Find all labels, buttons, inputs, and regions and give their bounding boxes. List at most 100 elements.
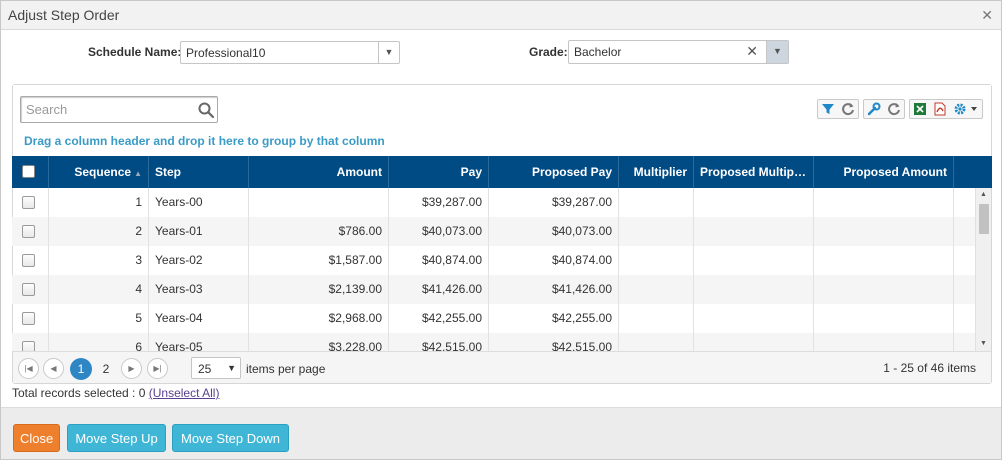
- search-icon[interactable]: [197, 101, 215, 119]
- row-filler: [954, 333, 975, 351]
- refresh-icon[interactable]: [884, 100, 904, 118]
- vertical-scrollbar[interactable]: ▲ ▼: [975, 188, 991, 351]
- refresh-icon[interactable]: [838, 100, 858, 118]
- row-checkbox[interactable]: [22, 283, 35, 296]
- schedule-name-value: Professional10: [186, 46, 266, 60]
- pdf-icon[interactable]: [930, 100, 950, 118]
- table-row[interactable]: 4 Years-03 $2,139.00 $41,426.00 $41,426.00: [12, 275, 975, 304]
- schedule-name-label: Schedule Name:: [88, 45, 182, 59]
- column-header-proposed-multiplier[interactable]: Proposed Multipl...: [694, 156, 814, 188]
- cell-proposed-pay: $39,287.00: [489, 188, 619, 217]
- cell-proposed-pay: $41,426.00: [489, 275, 619, 304]
- clear-icon[interactable]: ✕: [746, 43, 758, 59]
- row-filler: [954, 304, 975, 333]
- cell-pay: $41,426.00: [389, 275, 489, 304]
- steps-grid: Drag a column header and drop it here to…: [12, 84, 992, 384]
- scroll-up-icon[interactable]: ▲: [980, 191, 987, 198]
- chevron-down-icon[interactable]: ▼: [378, 42, 399, 63]
- page-button-2[interactable]: 2: [102, 362, 110, 376]
- first-page-icon[interactable]: |◀: [18, 358, 39, 379]
- cell-sequence: 5: [49, 304, 149, 333]
- cell-proposed-multiplier: [694, 188, 814, 217]
- move-step-up-button[interactable]: Move Step Up: [67, 424, 166, 452]
- cell-proposed-amount: [814, 246, 954, 275]
- row-checkbox[interactable]: [22, 196, 35, 209]
- cell-step: Years-03: [149, 275, 249, 304]
- last-page-icon[interactable]: ▶|: [147, 358, 168, 379]
- pager-info: 1 - 25 of 46 items: [883, 361, 976, 375]
- cell-amount: [249, 188, 389, 217]
- column-header-multiplier[interactable]: Multiplier: [619, 156, 694, 188]
- column-header-sequence[interactable]: Sequence ▲: [49, 156, 149, 188]
- grade-dropdown[interactable]: Bachelor ✕ ▼: [568, 40, 789, 64]
- cell-proposed-multiplier: [694, 275, 814, 304]
- scroll-thumb[interactable]: [979, 204, 989, 234]
- selection-info: Total records selected : 0 (Unselect All…: [12, 386, 219, 400]
- cell-proposed-multiplier: [694, 246, 814, 275]
- row-checkbox[interactable]: [22, 341, 35, 351]
- row-select-cell: [12, 275, 49, 304]
- search-box: [20, 96, 218, 123]
- grade-label: Grade:: [529, 45, 568, 59]
- select-all-header: [12, 156, 49, 188]
- row-select-cell: [12, 304, 49, 333]
- next-page-icon[interactable]: ▶: [121, 358, 142, 379]
- row-checkbox[interactable]: [22, 225, 35, 238]
- cell-multiplier: [619, 246, 694, 275]
- close-button[interactable]: Close: [13, 424, 60, 452]
- cell-sequence: 2: [49, 217, 149, 246]
- row-filler: [954, 217, 975, 246]
- row-select-cell: [12, 217, 49, 246]
- column-header-proposed-amount[interactable]: Proposed Amount: [814, 156, 954, 188]
- scroll-down-icon[interactable]: ▼: [980, 340, 987, 347]
- row-checkbox[interactable]: [22, 254, 35, 267]
- row-select-cell: [12, 188, 49, 217]
- settings-icon[interactable]: [950, 100, 982, 118]
- column-header-amount[interactable]: Amount: [249, 156, 389, 188]
- table-row[interactable]: 2 Years-01 $786.00 $40,073.00 $40,073.00: [12, 217, 975, 246]
- header-filler: [954, 156, 992, 188]
- table-row[interactable]: 5 Years-04 $2,968.00 $42,255.00 $42,255.00: [12, 304, 975, 333]
- schedule-name-dropdown[interactable]: Professional10 ▼: [180, 41, 400, 64]
- move-step-down-button[interactable]: Move Step Down: [172, 424, 289, 452]
- column-header-step[interactable]: Step: [149, 156, 249, 188]
- row-select-cell: [12, 333, 49, 351]
- filter-icon[interactable]: [818, 100, 838, 118]
- excel-icon[interactable]: [910, 100, 930, 118]
- sort-ascending-icon: ▲: [134, 169, 142, 178]
- cell-multiplier: [619, 304, 694, 333]
- cell-multiplier: [619, 275, 694, 304]
- cell-proposed-multiplier: [694, 217, 814, 246]
- unselect-all-link[interactable]: (Unselect All): [148, 386, 220, 400]
- cell-sequence: 1: [49, 188, 149, 217]
- dialog-title: Adjust Step Order: [8, 7, 120, 23]
- table-row[interactable]: 6 Years-05 $3,228.00 $42,515.00 $42,515.00: [12, 333, 975, 351]
- cell-step: Years-00: [149, 188, 249, 217]
- table-row[interactable]: 3 Years-02 $1,587.00 $40,874.00 $40,874.00: [12, 246, 975, 275]
- wrench-icon[interactable]: [864, 100, 884, 118]
- cell-proposed-pay: $42,515.00: [489, 333, 619, 351]
- close-icon[interactable]: ✕: [981, 7, 993, 23]
- table-row[interactable]: 1 Years-00 $39,287.00 $39,287.00: [12, 188, 975, 217]
- row-checkbox[interactable]: [22, 312, 35, 325]
- previous-page-icon[interactable]: ◀: [43, 358, 64, 379]
- cell-proposed-amount: [814, 333, 954, 351]
- select-all-checkbox[interactable]: [22, 165, 35, 178]
- items-per-page-label: items per page: [246, 362, 326, 376]
- grid-body: 1 Years-00 $39,287.00 $39,287.00 2 Years-01 $7…: [12, 188, 975, 351]
- column-header-proposed-pay[interactable]: Proposed Pay: [489, 156, 619, 188]
- chevron-down-icon[interactable]: ▼: [766, 41, 788, 63]
- cell-pay: $42,515.00: [389, 333, 489, 351]
- row-select-cell: [12, 246, 49, 275]
- cell-proposed-multiplier: [694, 304, 814, 333]
- column-header-pay[interactable]: Pay: [389, 156, 489, 188]
- row-filler: [954, 275, 975, 304]
- search-input[interactable]: [26, 102, 196, 117]
- page-size-dropdown[interactable]: 25 ▼: [191, 357, 241, 379]
- cell-pay: $39,287.00: [389, 188, 489, 217]
- cell-amount: $3,228.00: [249, 333, 389, 351]
- grid-tools: [813, 99, 983, 119]
- page-button-1[interactable]: 1: [70, 358, 92, 380]
- dialog-footer: Close Move Step Up Move Step Down: [1, 407, 1001, 459]
